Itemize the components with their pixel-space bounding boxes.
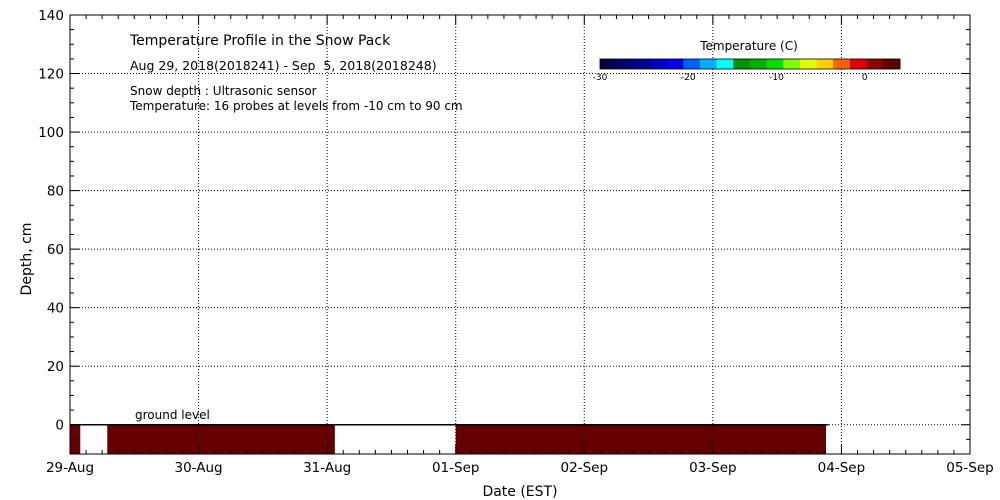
y-tick-label-3: 60 — [47, 242, 64, 258]
x-tick-label-7: 05-Sep — [946, 460, 994, 476]
colorbar-cell-15 — [850, 59, 868, 69]
colorbar-cell-7 — [716, 59, 734, 69]
temperature-block-0 — [70, 424, 81, 454]
plot-frame — [69, 14, 971, 455]
axis-ticks — [69, 14, 971, 455]
y-tick-label-4: 80 — [47, 184, 64, 200]
colorbar-cell-10 — [766, 59, 784, 69]
colorbar-cell-12 — [800, 59, 818, 69]
axis-tick-labels: 29-Aug 30-Aug 31-Aug 01-Sep 02-Sep 03-Sep 04-S… — [38, 8, 994, 476]
colorbar-cell-0 — [600, 59, 618, 69]
colorbar-tick-label-1: -20 — [681, 73, 696, 83]
colorbar-cell-8 — [733, 59, 751, 69]
y-tick-label-6: 120 — [38, 67, 64, 83]
colorbar-cell-9 — [750, 59, 768, 69]
colorbar-tick-label-0: -30 — [593, 73, 608, 83]
colorbar-cell-14 — [833, 59, 851, 69]
y-tick-label-5: 100 — [38, 125, 64, 141]
temperature-colorbar: Temperature (C) -30 -20 -10 0 — [593, 39, 901, 83]
x-tick-label-0: 29-Aug — [46, 460, 94, 476]
y-tick-label-7: 140 — [38, 8, 64, 24]
y-tick-label-2: 40 — [47, 301, 64, 317]
colorbar-tick-label-3: 0 — [862, 73, 868, 83]
colorbar-title: Temperature (C) — [699, 39, 798, 53]
colorbar-cell-1 — [616, 59, 634, 69]
note-snow-depth: Snow depth : Ultrasonic sensor — [130, 84, 317, 98]
note-temperature: Temperature: 16 probes at levels from -1… — [129, 99, 463, 113]
x-tick-label-4: 02-Sep — [561, 460, 609, 476]
plot-fills — [70, 424, 826, 454]
temperature-block-1 — [107, 424, 335, 454]
colorbar-cell-2 — [633, 59, 651, 69]
colorbar-cell-13 — [816, 59, 834, 69]
y-axis-label: Depth, cm — [19, 223, 35, 296]
grid-lines — [70, 15, 970, 454]
temperature-block-2 — [455, 424, 826, 454]
chart-subtitle: Aug 29, 2018(2018241) - Sep 5, 2018(2018… — [130, 58, 437, 73]
x-tick-label-2: 31-Aug — [303, 460, 351, 476]
colorbar-frame — [599, 58, 901, 70]
chart-title: Temperature Profile in the Snow Pack — [129, 33, 391, 49]
colorbar-cell-16 — [866, 59, 884, 69]
x-tick-label-1: 30-Aug — [175, 460, 223, 476]
y-tick-label-0: 0 — [55, 418, 64, 434]
colorbar-cells — [599, 58, 901, 70]
colorbar-cell-11 — [783, 59, 801, 69]
x-tick-label-6: 04-Sep — [818, 460, 866, 476]
colorbar-cell-5 — [683, 59, 701, 69]
x-axis-label: Date (EST) — [482, 484, 557, 500]
colorbar-cell-6 — [700, 59, 718, 69]
x-tick-label-5: 03-Sep — [689, 460, 737, 476]
colorbar-cell-17 — [883, 59, 901, 69]
colorbar-tick-label-2: -10 — [769, 73, 784, 83]
colorbar-tick-labels: -30 -20 -10 0 — [593, 73, 868, 83]
colorbar-cell-4 — [666, 59, 684, 69]
y-tick-label-1: 20 — [47, 359, 64, 375]
ground-level-label: ground level — [135, 408, 210, 422]
colorbar-cell-3 — [650, 59, 668, 69]
x-tick-label-3: 01-Sep — [432, 460, 480, 476]
